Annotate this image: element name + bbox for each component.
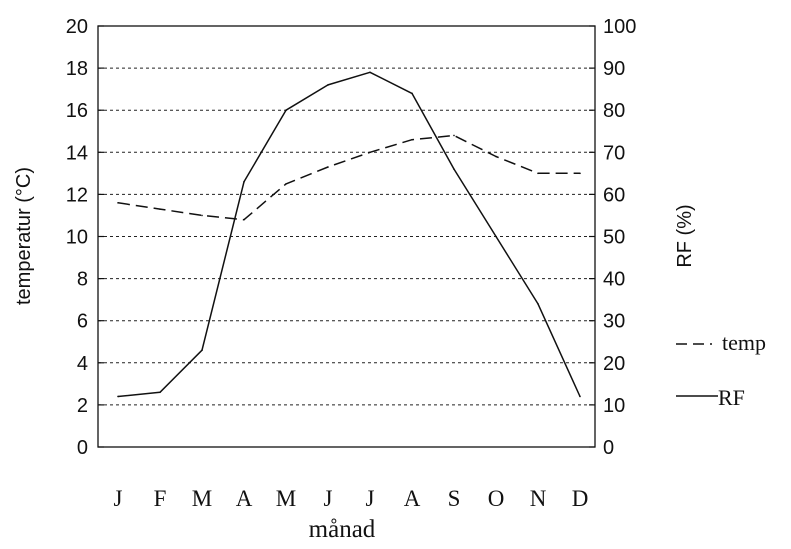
data-point-temp — [117, 202, 119, 204]
x-tick-label: D — [572, 486, 589, 511]
left-axis-tick-labels: 0 2 4 6 8 10 12 14 16 18 20 — [66, 16, 88, 459]
axis-ticks — [98, 25, 595, 448]
data-point-rf — [285, 109, 287, 111]
x-tick-label: S — [448, 486, 461, 511]
left-tick-label: 14 — [66, 142, 88, 164]
left-tick-label: 0 — [77, 437, 88, 459]
legend-label-rf: RF — [718, 385, 745, 410]
right-axis-tick-labels: 0 10 20 30 40 50 60 70 80 90 100 — [603, 16, 636, 459]
data-point-temp — [453, 134, 455, 137]
right-tick-label: 20 — [603, 353, 625, 375]
right-tick-label: 70 — [603, 142, 625, 164]
left-tick-label: 4 — [77, 353, 88, 375]
right-tick-label: 60 — [603, 184, 625, 206]
data-point-temp — [579, 172, 581, 175]
left-tick-label: 18 — [66, 58, 88, 80]
left-tick-label: 20 — [66, 16, 88, 38]
left-tick-label: 6 — [77, 311, 88, 333]
data-point-rf — [117, 395, 119, 398]
x-tick-label: F — [154, 486, 167, 511]
right-tick-label: 80 — [603, 100, 625, 122]
data-point-rf — [369, 71, 371, 74]
x-tick-label: M — [276, 486, 296, 511]
left-tick-label: 10 — [66, 227, 88, 249]
right-tick-label: 10 — [603, 395, 625, 417]
left-tick-label: 2 — [77, 395, 88, 417]
right-tick-label: 30 — [603, 311, 625, 333]
data-point-temp — [327, 166, 329, 168]
y-left-axis-label: temperatur (°C) — [13, 167, 35, 305]
series-line-rf — [117, 71, 581, 398]
data-point-rf — [537, 303, 539, 305]
data-point-temp — [285, 183, 287, 185]
left-tick-label: 8 — [77, 269, 88, 291]
x-tick-label: M — [192, 486, 212, 511]
data-point-rf — [411, 92, 413, 95]
data-point-temp — [495, 155, 497, 158]
legend-label-temp: temp — [722, 330, 766, 355]
right-tick-label: 0 — [603, 437, 614, 459]
gridlines — [98, 67, 595, 406]
legend: temp RF — [676, 330, 766, 410]
data-point-temp — [537, 172, 539, 175]
data-point-temp — [369, 151, 371, 154]
right-tick-label: 100 — [603, 16, 636, 38]
x-axis-label: månad — [309, 516, 376, 543]
data-point-rf — [327, 84, 329, 86]
x-tick-label: J — [324, 486, 333, 511]
data-point-rf — [243, 180, 245, 183]
x-tick-label: N — [530, 486, 547, 511]
data-point-rf — [495, 235, 497, 238]
x-tick-label: A — [404, 486, 421, 511]
y-right-axis-label: RF (%) — [674, 204, 696, 267]
series-line-temp — [117, 134, 580, 221]
data-point-rf — [201, 349, 203, 351]
x-tick-label: J — [114, 486, 123, 511]
right-tick-label: 90 — [603, 58, 625, 80]
series-lines — [117, 71, 581, 398]
data-point-rf — [159, 391, 161, 394]
data-point-temp — [159, 208, 161, 210]
right-tick-label: 50 — [603, 227, 625, 249]
data-point-rf — [453, 168, 455, 170]
right-tick-label: 40 — [603, 269, 625, 291]
x-tick-label: O — [488, 486, 505, 511]
data-point-temp — [201, 214, 203, 217]
data-point-temp — [411, 138, 413, 141]
data-point-temp — [243, 218, 245, 221]
left-tick-label: 12 — [66, 184, 88, 206]
x-tick-label: A — [236, 486, 253, 511]
data-point-rf — [579, 395, 581, 398]
x-tick-label: J — [366, 486, 375, 511]
left-tick-label: 16 — [66, 100, 88, 122]
